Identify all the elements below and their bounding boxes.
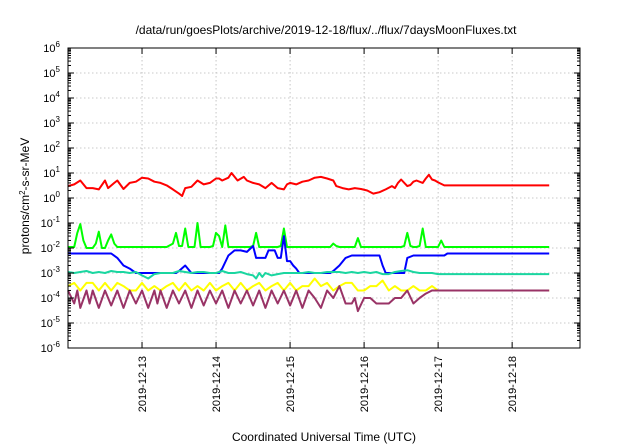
y-tick-label: 10-4 [41, 290, 61, 305]
x-axis-title: Coordinated Universal Time (UTC) [232, 430, 416, 444]
x-tick-label: 2019-12-14 [211, 356, 223, 412]
y-axis: 10-6 10-5 10-4 10-3 10-2 10-1 100 101 102 103 104 1… [41, 40, 580, 355]
ylabel-part-1: protons/cm [18, 195, 32, 254]
y-tick-label: 10-6 [41, 340, 61, 355]
series-line-4 [67, 269, 550, 280]
y-tick-label: 106 [43, 40, 60, 55]
ylabel-part-2: -s-sr-MeV [18, 138, 32, 191]
x-tick-label: 2019-12-17 [433, 356, 445, 412]
y-tick-label: 10-1 [41, 215, 61, 230]
y-tick-label: 100 [43, 190, 60, 205]
series-line-1 [67, 172, 550, 197]
series-line-6 [67, 285, 550, 313]
series-line-3 [68, 235, 550, 274]
x-tick-label: 2019-12-15 [285, 356, 297, 412]
x-axis: 2019-12-13 2019-12-14 2019-12-15 2019-12-16… [137, 48, 519, 412]
ylabel-exponent: 2 [18, 190, 27, 195]
gridlines [68, 48, 580, 348]
y-tick-label: 101 [43, 165, 60, 180]
y-tick-label: 102 [43, 140, 60, 155]
chart-title: /data/run/goesPlots/archive/2019-12-18/f… [136, 23, 518, 37]
x-tick-label: 2019-12-16 [359, 356, 371, 412]
y-tick-label: 10-2 [41, 240, 61, 255]
y-tick-label: 10-5 [41, 315, 61, 330]
series-lines [67, 172, 550, 313]
x-tick-label: 2019-12-18 [507, 356, 519, 412]
y-tick-label: 103 [43, 115, 60, 130]
series-line-2 [68, 222, 550, 249]
y-tick-label: 104 [43, 90, 60, 105]
series-line-5 [67, 277, 550, 292]
y-tick-label: 10-3 [41, 265, 61, 280]
x-tick-label: 2019-12-13 [137, 356, 149, 412]
y-tick-label: 105 [43, 65, 60, 80]
y-axis-title: protons/cm2-s-sr-MeV [18, 138, 32, 254]
